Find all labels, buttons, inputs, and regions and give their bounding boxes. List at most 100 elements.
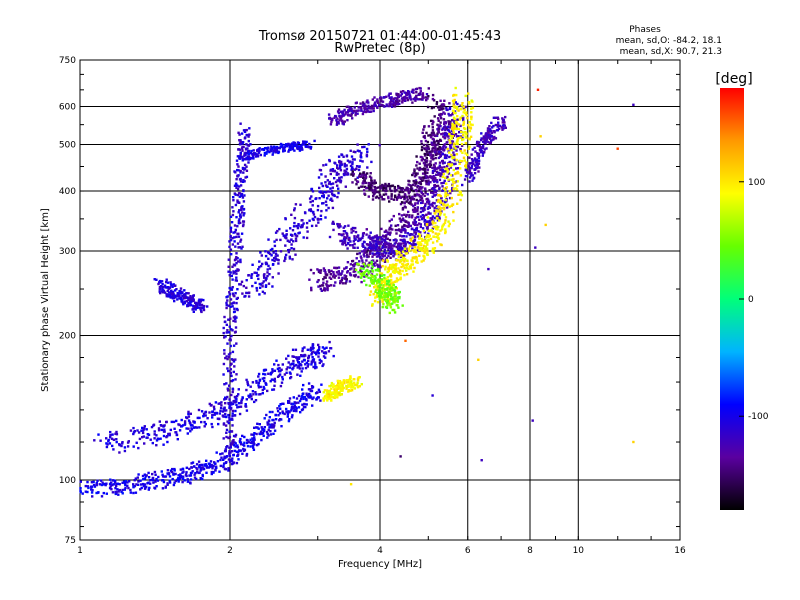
data-point xyxy=(229,215,233,218)
data-point xyxy=(227,355,231,359)
data-point xyxy=(444,216,448,219)
data-point xyxy=(235,272,238,275)
data-point xyxy=(352,264,356,268)
data-point xyxy=(405,266,409,269)
data-point xyxy=(373,245,376,249)
data-point xyxy=(168,432,171,435)
data-point xyxy=(327,284,331,287)
data-point xyxy=(288,257,292,260)
data-point xyxy=(287,354,290,358)
data-point xyxy=(238,148,241,151)
data-point xyxy=(357,168,361,172)
data-point xyxy=(457,123,461,126)
data-point xyxy=(386,260,389,263)
data-point xyxy=(390,96,393,99)
data-point xyxy=(249,393,252,396)
data-point xyxy=(386,304,389,307)
data-point xyxy=(161,475,165,478)
data-point xyxy=(269,252,272,256)
data-point xyxy=(235,159,239,162)
data-point xyxy=(369,242,373,246)
data-point xyxy=(414,88,418,91)
data-point xyxy=(319,214,323,217)
data-point xyxy=(453,145,456,148)
data-point xyxy=(287,401,291,404)
data-point xyxy=(439,121,442,124)
data-point xyxy=(303,402,306,406)
data-point xyxy=(289,227,292,230)
data-point xyxy=(431,97,435,101)
data-point xyxy=(269,380,272,383)
data-point xyxy=(395,93,398,96)
data-point xyxy=(164,475,168,478)
data-point xyxy=(451,184,454,187)
data-point xyxy=(415,251,418,254)
data-point xyxy=(425,159,429,162)
data-point xyxy=(471,123,474,127)
data-point xyxy=(291,405,294,409)
data-point xyxy=(234,245,237,248)
data-point xyxy=(405,273,409,276)
data-point xyxy=(362,262,365,266)
data-point xyxy=(424,139,428,143)
data-point xyxy=(272,424,276,428)
data-point xyxy=(416,167,419,170)
data-point xyxy=(361,145,364,149)
data-point xyxy=(236,296,239,300)
data-point xyxy=(349,274,353,277)
data-point xyxy=(414,233,417,236)
data-point xyxy=(450,189,454,192)
data-point xyxy=(236,444,239,447)
data-point xyxy=(236,242,240,245)
data-point xyxy=(337,392,340,395)
data-point xyxy=(363,255,366,258)
data-point xyxy=(340,393,343,396)
data-point xyxy=(292,141,295,144)
data-point xyxy=(385,104,389,108)
data-point xyxy=(396,304,399,307)
data-point xyxy=(264,285,268,288)
data-point xyxy=(90,488,93,491)
data-point xyxy=(343,267,346,270)
data-point xyxy=(257,384,260,387)
data-point xyxy=(153,437,156,440)
data-point xyxy=(333,385,336,388)
data-point xyxy=(444,128,447,131)
data-point xyxy=(240,193,244,196)
data-point xyxy=(250,149,253,153)
data-point xyxy=(379,185,382,188)
data-point xyxy=(254,399,258,402)
data-point xyxy=(449,120,452,123)
data-point xyxy=(113,479,116,482)
data-point xyxy=(228,405,231,408)
data-point xyxy=(341,112,344,116)
data-point xyxy=(155,434,158,437)
data-point xyxy=(236,168,239,172)
data-point xyxy=(226,342,229,345)
data-point xyxy=(372,195,375,198)
data-point xyxy=(452,101,455,104)
data-point xyxy=(373,191,377,194)
data-point xyxy=(343,380,346,383)
data-point xyxy=(387,182,391,186)
data-point xyxy=(392,249,395,253)
data-point xyxy=(324,216,327,219)
data-point xyxy=(408,95,411,98)
data-point xyxy=(166,440,169,444)
data-point xyxy=(327,269,331,272)
data-point xyxy=(479,148,482,151)
data-point xyxy=(342,226,345,229)
data-point xyxy=(367,255,370,258)
data-point xyxy=(399,202,403,206)
data-point xyxy=(228,446,231,449)
data-point xyxy=(351,244,354,247)
data-point xyxy=(227,421,230,425)
data-point xyxy=(433,168,436,171)
data-point xyxy=(99,439,102,442)
data-point xyxy=(189,422,192,425)
data-point xyxy=(96,479,99,482)
data-point xyxy=(365,186,368,190)
data-point xyxy=(328,276,331,279)
data-point xyxy=(632,103,635,106)
data-point xyxy=(410,259,413,262)
